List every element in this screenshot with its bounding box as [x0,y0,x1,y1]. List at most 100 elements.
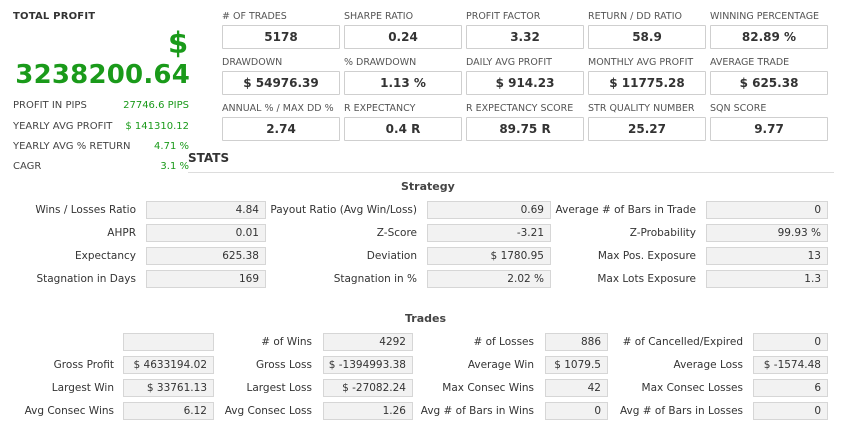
stat-value: $ 1780.95 [427,247,551,265]
stat-label: Wins / Losses Ratio [35,204,136,216]
trade-label: Average Loss [673,359,744,371]
metric-r-expectancy: R EXPECTANCY 0.4 R [344,103,462,143]
metric-value: 5178 [222,25,340,49]
stat-value: 2.02 % [427,270,551,288]
metric-label: PROFIT FACTOR [466,11,541,22]
stat-label: Deviation [366,250,417,262]
trade-label: Max Consec Losses [641,382,743,394]
trade-label: Largest Win [51,382,114,394]
summary-row-value: $ 141310.12 [125,121,189,132]
trade-value: 1.26 [323,402,413,420]
stat-value: 4.84 [146,201,266,219]
metric-value: 0.24 [344,25,462,49]
trade-value: 0 [753,333,828,351]
metric-label: ANNUAL % / MAX DD % [222,103,334,114]
trade-label: Avg Consec Wins [24,405,114,417]
metric-label: DAILY AVG PROFIT [466,57,552,68]
metric-sharpe-ratio: SHARPE RATIO 0.24 [344,11,462,51]
metric-value: $ 11775.28 [588,71,706,95]
trade-label: # of Losses [473,336,534,348]
metric-daily-avg-profit: DAILY AVG PROFIT $ 914.23 [466,57,584,97]
metric-value: $ 625.38 [710,71,828,95]
metric-label: RETURN / DD RATIO [588,11,683,22]
metric-label: SHARPE RATIO [344,11,414,22]
trade-value: 4292 [323,333,413,351]
trade-label: Gross Loss [256,359,312,371]
metric-profit-factor: PROFIT FACTOR 3.32 [466,11,584,51]
trade-label: # of Wins [261,336,312,348]
stat-value: 0.69 [427,201,551,219]
stat-value: -3.21 [427,224,551,242]
stat-label: Max Pos. Exposure [597,250,696,262]
stat-value: 1.3 [706,270,828,288]
trade-value: 0 [545,402,608,420]
currency-symbol: $ [168,26,189,60]
trade-value: 42 [545,379,608,397]
trade-value: 886 [545,333,608,351]
stat-label: Max Lots Exposure [597,273,696,285]
metric-drawdown: DRAWDOWN $ 54976.39 [222,57,340,97]
trade-label: Gross Profit [53,359,114,371]
summary-row-label: YEARLY AVG PROFIT [13,121,113,132]
trade-value: 6 [753,379,828,397]
trade-value: $ -1394993.38 [323,356,413,374]
metric-label: MONTHLY AVG PROFIT [588,57,694,68]
metric-label: # OF TRADES [222,11,287,22]
summary-row-label: PROFIT IN PIPS [13,100,87,111]
summary-row-yearly-avg-profit: YEARLY AVG PROFIT $ 141310.12 [13,121,189,135]
metric-return-dd-ratio: RETURN / DD RATIO 58.9 [588,11,706,51]
metric-value: 1.13 % [344,71,462,95]
summary-row-value: 3.1 % [160,161,189,172]
trade-label: Avg Consec Loss [224,405,312,417]
stat-value: 169 [146,270,266,288]
metric-average-trade: AVERAGE TRADE $ 625.38 [710,57,828,97]
metric-annual-max-dd: ANNUAL % / MAX DD % 2.74 [222,103,340,143]
stat-label: Z-Score [376,227,417,239]
trade-value: $ -1574.48 [753,356,828,374]
metric-label: R EXPECTANCY SCORE [466,103,574,114]
trade-label: Average Win [467,359,534,371]
metric-value: 25.27 [588,117,706,141]
metric-num-trades: # OF TRADES 5178 [222,11,340,51]
metric-label: STR QUALITY NUMBER [588,103,695,114]
summary-row-cagr: CAGR 3.1 % [13,161,189,175]
metric-value: 3.32 [466,25,584,49]
summary-row-profit-pips: PROFIT IN PIPS 27746.6 PIPS [13,100,189,114]
trade-label [0,333,114,351]
stat-label: Stagnation in % [333,273,417,285]
stat-label: Z-Probability [629,227,696,239]
stat-value: 0 [706,201,828,219]
total-profit-label: TOTAL PROFIT [13,11,96,22]
summary-row-yearly-avg-return: YEARLY AVG % RETURN 4.71 % [13,141,189,155]
metric-label: % DRAWDOWN [344,57,417,68]
stats-title: STATS [188,151,230,165]
summary-row-label: CAGR [13,161,42,172]
trade-label: # of Cancelled/Expired [622,336,743,348]
trade-label: Largest Loss [246,382,313,394]
stat-label: AHPR [107,227,136,239]
stat-value: 625.38 [146,247,266,265]
metric-str-quality-number: STR QUALITY NUMBER 25.27 [588,103,706,143]
trade-value: $ 33761.13 [123,379,214,397]
metric-label: WINNING PERCENTAGE [710,11,820,22]
stats-divider [188,172,834,173]
stat-value: 99.93 % [706,224,828,242]
stat-value: 13 [706,247,828,265]
metric-sqn-score: SQN SCORE 9.77 [710,103,828,143]
trade-value: $ 4633194.02 [123,356,214,374]
metric-value: 82.89 % [710,25,828,49]
stat-label: Expectancy [75,250,136,262]
total-profit-value: 3238200.64 [15,60,190,90]
metric-label: SQN SCORE [710,103,767,114]
strategy-section-title: Strategy [401,180,455,193]
stat-label: Payout Ratio (Avg Win/Loss) [270,204,417,216]
metric-r-expectancy-score: R EXPECTANCY SCORE 89.75 R [466,103,584,143]
metric-value: $ 54976.39 [222,71,340,95]
metric-value: 0.4 R [344,117,462,141]
summary-row-value: 27746.6 PIPS [123,100,189,111]
trade-value: $ 1079.5 [545,356,608,374]
trade-label: Avg # of Bars in Losses [619,405,743,417]
metric-percent-drawdown: % DRAWDOWN 1.13 % [344,57,462,97]
metric-value: 89.75 R [466,117,584,141]
metric-value: 9.77 [710,117,828,141]
